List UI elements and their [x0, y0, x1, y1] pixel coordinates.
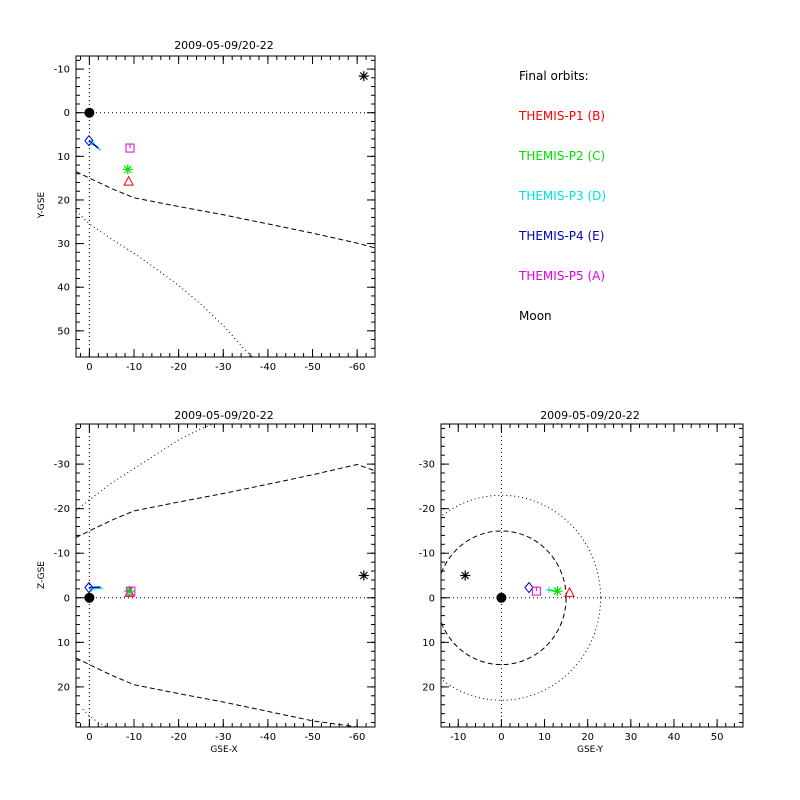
plot-area: [76, 56, 375, 357]
earth-marker: [496, 592, 507, 603]
xy-plane-panel: 0 -10 -20 -30 -40 -50 -60 -10 0 10 20 30 40 50: [54, 55, 376, 373]
moon-marker: [358, 71, 369, 82]
x-tick-label: -10: [126, 732, 142, 743]
y-tick-label: -10: [54, 549, 70, 560]
y-tick-label: -30: [419, 460, 435, 471]
x-tick-label: -20: [170, 732, 186, 743]
legend-entry: THEMIS-P3 (D): [518, 189, 606, 203]
x-tick-label: 10: [538, 732, 551, 743]
panel-title-xy: 2009-05-09/20-22: [174, 39, 274, 52]
x-tick-label: -60: [349, 362, 365, 373]
legend-heading: Final orbits:: [519, 69, 589, 83]
themis-p4-marker: [84, 581, 94, 594]
magnetopause-circle: [441, 530, 567, 666]
y-tick-label: 10: [57, 638, 70, 649]
x-tick-label: -20: [170, 362, 186, 373]
x-tick-label: -50: [304, 732, 320, 743]
moon-marker: [460, 570, 471, 581]
themis-p2-marker: [552, 586, 563, 597]
earth-marker: [84, 592, 95, 603]
x-tick-label: 40: [668, 732, 681, 743]
themis-p3-marker: [545, 586, 552, 593]
y-axis-label-xy: Y-GSE: [37, 192, 47, 220]
legend-entry: THEMIS-P2 (C): [518, 149, 605, 163]
legend-entry: THEMIS-P1 (B): [518, 109, 605, 123]
plot-area: [76, 424, 375, 727]
y-tick-label: -30: [54, 460, 70, 471]
magnetopause-curve: [76, 463, 375, 539]
themis-p1-marker: [123, 175, 134, 186]
earth-marker: [84, 107, 95, 118]
plot-area: [441, 424, 743, 727]
x-axis-label-yz: GSE-Y: [577, 745, 604, 755]
themis-p1-marker: [564, 586, 575, 597]
x-tick-label: 0: [86, 362, 92, 373]
plot-frame: [75, 423, 376, 728]
x-tick-label: 30: [624, 732, 637, 743]
x-tick-label: -40: [260, 362, 276, 373]
bow-shock-curve: [76, 210, 253, 357]
legend: Final orbits: THEMIS-P1 (B) THEMIS-P2 (C) T…: [518, 69, 606, 323]
y-tick-label: 10: [422, 638, 435, 649]
legend-entry: Moon: [519, 309, 552, 323]
themis-p2-marker: [122, 164, 133, 175]
y-tick-label: 0: [429, 593, 435, 604]
moon-marker: [358, 570, 369, 581]
y-tick-label: 10: [57, 152, 70, 163]
x-tick-label: -40: [260, 732, 276, 743]
y-tick-label: 20: [57, 682, 70, 693]
magnetopause-curve: [76, 171, 375, 249]
bow-shock-curve: [82, 708, 112, 727]
y-tick-label: -10: [419, 549, 435, 560]
yz-plane-panel: -10 0 10 20 30 40 50 20 10 0 -10 -20 -30: [419, 423, 744, 743]
y-tick-label: -10: [54, 65, 70, 76]
orbit-track: [88, 140, 99, 149]
legend-entry: THEMIS-P4 (E): [518, 229, 604, 243]
bow-shock-circle: [441, 494, 602, 701]
y-axis-label-xz: Z-GSE: [37, 561, 47, 589]
y-tick-label: -20: [419, 504, 435, 515]
y-tick-label: 30: [57, 239, 70, 250]
x-tick-label: -30: [215, 362, 231, 373]
y-tick-label: 40: [57, 283, 70, 294]
plot-frame: [440, 423, 744, 728]
x-axis-label-xz: GSE-X: [210, 745, 237, 755]
y-tick-label: 20: [57, 195, 70, 206]
xz-plane-panel: 0 -10 -20 -30 -40 -50 -60 20 10 0 -10 -20 -30: [54, 423, 376, 743]
x-tick-label: -60: [349, 732, 365, 743]
panel-title-yz: 2009-05-09/20-22: [540, 409, 640, 422]
x-tick-label: 0: [86, 732, 92, 743]
y-tick-label: 0: [64, 593, 70, 604]
x-tick-label: -30: [215, 732, 231, 743]
themis-p4-marker: [84, 134, 94, 147]
plot-frame: [75, 55, 376, 358]
y-tick-label: 20: [422, 682, 435, 693]
themis-p4-marker: [524, 581, 534, 594]
y-tick-label: 50: [57, 326, 70, 337]
themis-p2-marker: [124, 586, 135, 597]
x-tick-label: -10: [126, 362, 142, 373]
x-tick-label: 0: [498, 732, 504, 743]
magnetopause-curve: [76, 657, 375, 727]
y-tick-label: 0: [64, 108, 70, 119]
x-tick-label: -50: [304, 362, 320, 373]
y-tick-label: -20: [54, 504, 70, 515]
bow-shock-curve: [76, 424, 215, 512]
legend-entry: THEMIS-P5 (A): [518, 269, 605, 283]
x-tick-label: -10: [450, 732, 466, 743]
x-tick-label: 20: [581, 732, 594, 743]
panel-title-xz: 2009-05-09/20-22: [174, 409, 274, 422]
x-tick-label: 50: [711, 732, 724, 743]
